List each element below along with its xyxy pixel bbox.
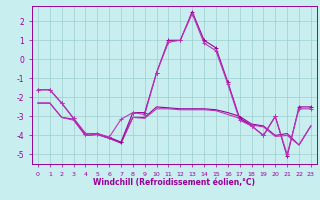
- X-axis label: Windchill (Refroidissement éolien,°C): Windchill (Refroidissement éolien,°C): [93, 178, 255, 187]
